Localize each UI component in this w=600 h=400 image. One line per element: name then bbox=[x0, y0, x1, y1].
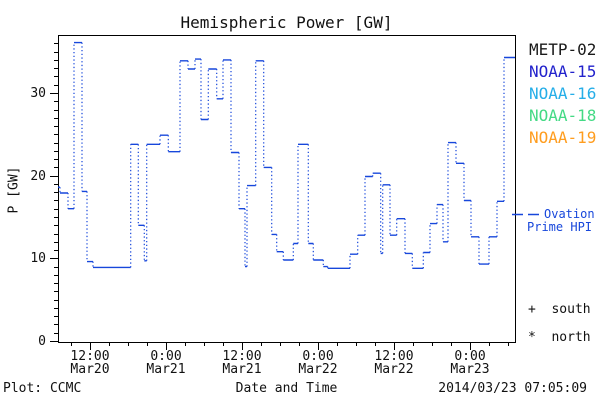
plus-marker-icon: + bbox=[528, 302, 536, 317]
legend-north-marker: * north bbox=[528, 330, 591, 345]
asterisk-marker-icon: * bbox=[528, 330, 536, 345]
x-tick-label: 0:00 Mar23 bbox=[450, 349, 490, 377]
y-tick-label: 20 bbox=[30, 168, 46, 184]
footer-plot-credit: Plot: CCMC bbox=[3, 381, 82, 396]
hpi-step-line-segments bbox=[58, 41, 515, 269]
satellite-legend: METP-02 NOAA-15 NOAA-16 NOAA-18 NOAA-19 bbox=[529, 39, 596, 149]
legend-north-label: north bbox=[543, 330, 591, 345]
x-tick-label: 12:00 Mar22 bbox=[374, 349, 414, 377]
x-tick-label: 12:00 Mar20 bbox=[70, 349, 110, 377]
y-tick-label: 10 bbox=[30, 251, 46, 267]
y-tick-label: 0 bbox=[38, 334, 46, 349]
x-axis-label: Date and Time bbox=[235, 381, 338, 396]
y-tick-label: 30 bbox=[30, 85, 46, 101]
ovation-legend-label-line2: Prime HPI bbox=[527, 220, 593, 234]
legend-item-metp-02: METP-02 bbox=[529, 40, 597, 59]
hpi-step-line-vertical-connectors bbox=[59, 42, 505, 269]
chart-title: Hemispheric Power [GW] bbox=[180, 13, 393, 32]
legend-south-marker: + south bbox=[528, 302, 591, 317]
x-tick-label: 12:00 Mar21 bbox=[222, 349, 262, 377]
y-axis-ticks bbox=[50, 43, 58, 342]
plot-frame bbox=[58, 35, 516, 343]
footer-timestamp: 2014/03/23 07:05:09 bbox=[438, 381, 587, 396]
x-tick-label: 0:00 Mar21 bbox=[146, 349, 186, 377]
x-axis-ticks bbox=[71, 342, 509, 350]
legend-item-noaa-18: NOAA-18 bbox=[529, 106, 597, 125]
ovation-legend-label-line1: Ovation bbox=[544, 207, 595, 221]
x-tick-label: 0:00 Mar22 bbox=[298, 349, 338, 377]
legend-south-label: south bbox=[543, 302, 591, 317]
legend-item-noaa-15: NOAA-15 bbox=[529, 62, 597, 81]
legend-item-noaa-19: NOAA-19 bbox=[529, 128, 597, 147]
legend-item-noaa-16: NOAA-16 bbox=[529, 84, 597, 103]
